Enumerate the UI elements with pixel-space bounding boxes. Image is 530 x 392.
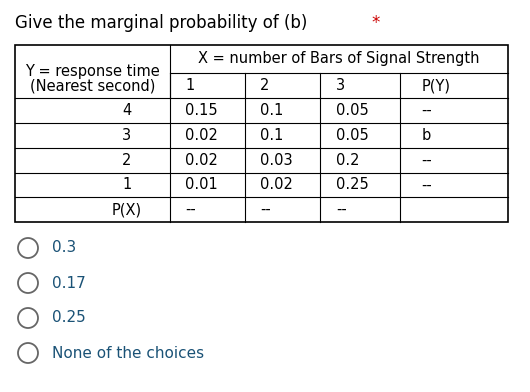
- Text: 2: 2: [122, 153, 131, 168]
- Text: 0.25: 0.25: [52, 310, 86, 325]
- Text: Give the marginal probability of (b): Give the marginal probability of (b): [15, 14, 313, 32]
- Text: Y = response time: Y = response time: [25, 64, 160, 79]
- Text: --: --: [185, 202, 196, 217]
- Text: 0.1: 0.1: [260, 128, 284, 143]
- Text: None of the choices: None of the choices: [52, 345, 204, 361]
- Text: 0.02: 0.02: [185, 128, 218, 143]
- Text: b: b: [421, 128, 431, 143]
- Text: 0.3: 0.3: [52, 241, 76, 256]
- Text: 3: 3: [122, 128, 131, 143]
- Text: --: --: [336, 202, 347, 217]
- Text: 1: 1: [122, 178, 131, 192]
- Text: 0.05: 0.05: [336, 128, 369, 143]
- Text: 0.02: 0.02: [260, 178, 293, 192]
- Text: 0.01: 0.01: [185, 178, 218, 192]
- Text: (Nearest second): (Nearest second): [30, 78, 155, 93]
- Text: --: --: [260, 202, 271, 217]
- Text: P(Y): P(Y): [421, 78, 450, 93]
- Text: 0.03: 0.03: [260, 153, 293, 168]
- Text: 0.05: 0.05: [336, 103, 369, 118]
- Text: *: *: [371, 14, 379, 32]
- Text: --: --: [421, 153, 432, 168]
- Text: 4: 4: [122, 103, 131, 118]
- Text: 0.25: 0.25: [336, 178, 369, 192]
- Text: X = number of Bars of Signal Strength: X = number of Bars of Signal Strength: [198, 51, 480, 66]
- Text: 0.17: 0.17: [52, 276, 86, 290]
- Text: 0.1: 0.1: [260, 103, 284, 118]
- Text: 0.02: 0.02: [185, 153, 218, 168]
- Text: 3: 3: [336, 78, 345, 93]
- Text: 0.15: 0.15: [185, 103, 218, 118]
- Text: 0.2: 0.2: [336, 153, 359, 168]
- Text: --: --: [421, 178, 432, 192]
- Text: P(X): P(X): [111, 202, 142, 217]
- Text: 1: 1: [185, 78, 195, 93]
- Text: --: --: [421, 103, 432, 118]
- Text: 2: 2: [260, 78, 269, 93]
